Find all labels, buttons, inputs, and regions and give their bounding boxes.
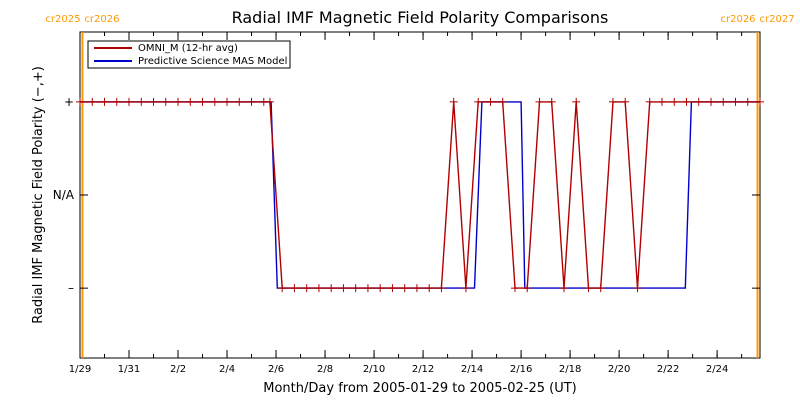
x-tick-label: 2/24 <box>706 364 728 375</box>
x-axis-label: Month/Day from 2005-01-29 to 2005-02-25 … <box>263 381 576 396</box>
carrington-label-before: cr2026 <box>720 14 755 25</box>
legend-label-mas: Predictive Science MAS Model <box>138 56 287 67</box>
legend: OMNI_M (12-hr avg) Predictive Science MA… <box>87 40 291 69</box>
series-line-mas <box>80 101 760 289</box>
legend-label-omni: OMNI_M (12-hr avg) <box>138 43 238 54</box>
legend-box <box>87 40 291 69</box>
chart-title: Radial IMF Magnetic Field Polarity Compa… <box>232 8 609 27</box>
axes: 1/29 1/31 2/2 2/4 2/6 2/8 2/10 2/12 2/14 2/16 2/18… <box>53 32 760 375</box>
y-axis-label: Radial IMF Magnetic Field Polarity (−,+) <box>31 66 46 324</box>
x-tick-label: 2/20 <box>608 364 630 375</box>
x-tick-label: 2/4 <box>219 364 235 375</box>
x-tick-label: 1/29 <box>69 364 91 375</box>
y-tick-label: – <box>68 281 74 295</box>
y-tick-label: N/A <box>53 188 75 202</box>
x-tick-label: 2/2 <box>170 364 186 375</box>
y-tick-label: + <box>64 95 74 109</box>
plot-frame <box>79 31 761 359</box>
x-tick-label: 1/31 <box>118 364 140 375</box>
x-tick-label: 2/6 <box>268 364 284 375</box>
x-tick-label: 2/16 <box>510 364 532 375</box>
x-tick-label: 2/14 <box>461 364 483 375</box>
x-tick-label: 2/12 <box>412 364 434 375</box>
x-tick-label: 2/10 <box>363 364 385 375</box>
series-line-omni <box>80 101 760 289</box>
x-tick-label: 2/22 <box>657 364 679 375</box>
carrington-label-before: cr2025 <box>45 14 80 25</box>
carrington-label-after: cr2027 <box>760 14 795 25</box>
series <box>76 97 764 293</box>
x-tick-label: 2/18 <box>559 364 581 375</box>
x-tick-label: 2/8 <box>317 364 333 375</box>
carrington-label-after: cr2026 <box>84 14 119 25</box>
